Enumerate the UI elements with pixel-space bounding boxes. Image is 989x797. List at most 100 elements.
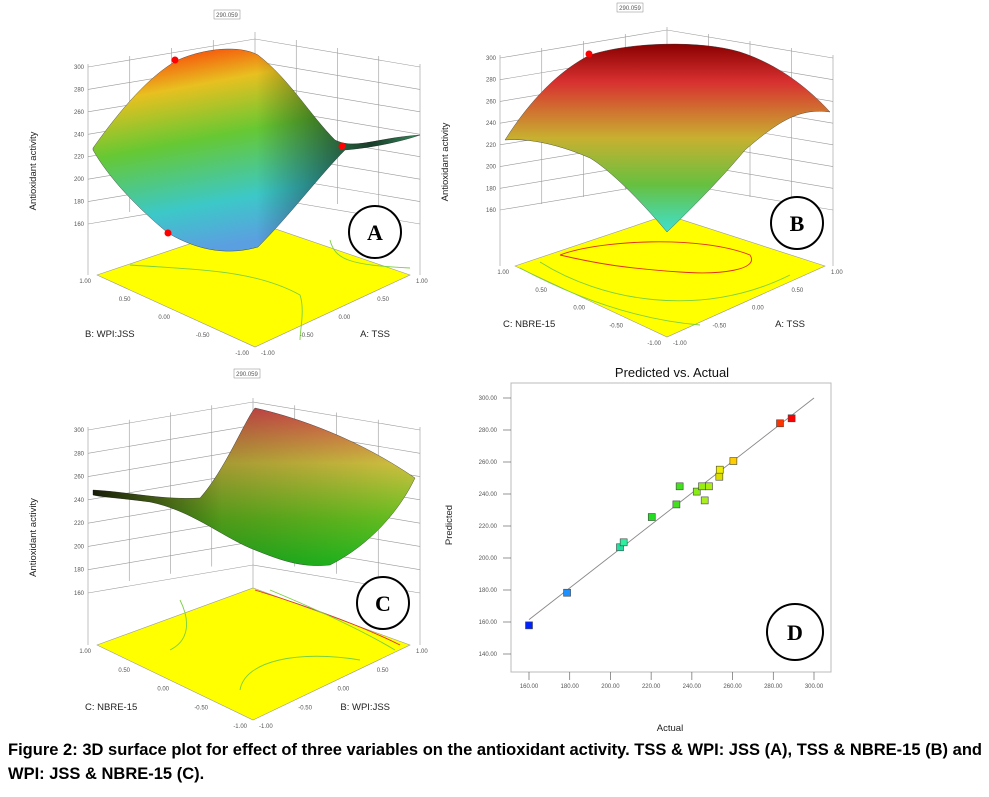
y-axis-label: Predicted [444,505,455,545]
x-tick-label: -1.00 [233,724,247,730]
data-point [715,465,724,474]
y-tick-label: 1.00 [416,279,428,285]
x-axis-label: Actual [657,723,683,734]
y-tick-label: 240.00 [479,492,498,498]
x-tick-label: 260.00 [723,684,742,690]
design-point [171,56,179,64]
x-axis-label: C: NBRE-15 [85,702,137,713]
data-point [700,496,709,505]
x-tick-label: 0.00 [157,687,169,693]
z-tick-label: 260 [74,475,85,481]
x-tick-label: 0.50 [119,297,131,303]
x-tick-label: 200.00 [601,684,620,690]
contour-line [329,239,411,269]
data-point [563,588,571,597]
data-point [715,472,724,481]
z-tick-label: 180 [74,568,85,574]
y-tick-label: 300.00 [479,396,498,402]
contour-line [169,599,187,651]
design-point [585,50,593,58]
surface-plot-B: 160 180 200 220 240 260 280 300 1.00 0.50 0.00 -0.5… [440,2,843,347]
panel-label-circle [348,205,402,259]
z-tick-label: 280 [74,87,85,93]
x-axis-label: B: WPI:JSS [85,329,135,340]
data-point [705,482,713,491]
z-tick-label: 200 [74,177,85,183]
design-point [338,142,346,150]
panel-label-circle [356,576,410,630]
x-tick-label: -1.00 [235,351,249,357]
contour-floor [96,587,411,721]
surface-plot-C: 160 180 200 220 240 260 280 300 1.00 0.50 0.00 -0.5… [28,368,428,730]
z-tick-label: 180 [486,186,497,192]
z-tick-label: 280 [74,451,85,457]
z-tick-label: 160 [74,591,85,597]
z-tick-label: 220 [74,155,85,161]
z-tick-label: 240 [74,132,85,138]
y-tick-label: 260.00 [479,460,498,466]
data-point [675,482,684,491]
z-tick-label: 300 [486,56,497,62]
data-point [692,487,701,496]
z-tick-label: 160 [486,208,497,214]
y-tick-label: 180.00 [479,588,498,594]
x-tick-label: 280.00 [764,684,783,690]
x-tick-label: 0.00 [158,315,170,321]
y-tick-label: 220.00 [479,524,498,530]
x-tick-label: -0.50 [609,323,623,329]
contour-line [519,267,701,326]
surface-shading [93,408,415,566]
contour-line [129,264,303,341]
x-axis-label: C: NBRE-15 [503,319,555,330]
x-tick-label: 0.50 [535,288,547,294]
y-tick-label: -0.50 [713,323,727,329]
x-tick-label: -0.50 [194,705,208,711]
y-tick-label: 200.00 [479,556,498,562]
contour-floor [514,214,826,338]
data-point [698,482,706,491]
x-tick-label: 1.00 [79,649,91,655]
z-axis-label: Antioxidant activity [440,122,451,201]
contour-line [269,589,396,651]
max-annotation-box [233,368,261,379]
z-axis-label: Antioxidant activity [28,498,39,577]
max-annotation: 290.059 [236,372,258,378]
figure-caption: Figure 2: 3D surface plot for effect of … [8,741,982,783]
y-tick-label: 280.00 [479,428,498,434]
x-tick-label: 160.00 [520,684,539,690]
data-point [729,457,738,465]
chart-title: Predicted vs. Actual [615,365,729,380]
y-tick-label: -1.00 [259,724,273,730]
panel-label: B [790,211,805,236]
y-tick-label: 0.00 [338,687,350,693]
data-point [619,538,628,547]
max-annotation-box [616,2,644,13]
x-tick-label: 180.00 [561,684,580,690]
y-axis-label: A: TSS [775,319,805,330]
data-point [787,414,796,423]
max-annotation: 290.059 [619,6,641,12]
data-point [525,621,533,630]
z-tick-label: 300 [74,428,85,434]
z-tick-label: 220 [486,143,497,149]
x-tick-label: 240.00 [683,684,702,690]
z-tick-label: 200 [486,165,497,171]
x-tick-label: 220.00 [642,684,661,690]
z-axis-label: Antioxidant activity [28,131,39,210]
figure: 160 180 200 220 240 260 280 300 1.00 0.50 0.00 -0.5… [28,2,843,734]
surface-plot-A: 160 180 200 220 240 260 280 300 1.00 0.50 0.00 -0.5… [28,9,428,357]
panel-label-circle [766,603,824,661]
y-axis-label: B: WPI:JSS [340,702,390,713]
max-annotation: 290.059 [216,13,238,19]
max-annotation-box [213,9,241,20]
panel-label: A [367,220,383,245]
panel-label-circle [770,196,824,250]
y-tick-label: 0.50 [792,288,804,294]
surface-shading [93,48,420,252]
data-point [647,513,656,521]
contour-line [539,261,791,302]
data-point [776,419,784,428]
z-tick-label: 300 [74,65,85,71]
z-tick-label: 240 [486,121,497,127]
y-tick-label: 0.00 [752,306,764,312]
